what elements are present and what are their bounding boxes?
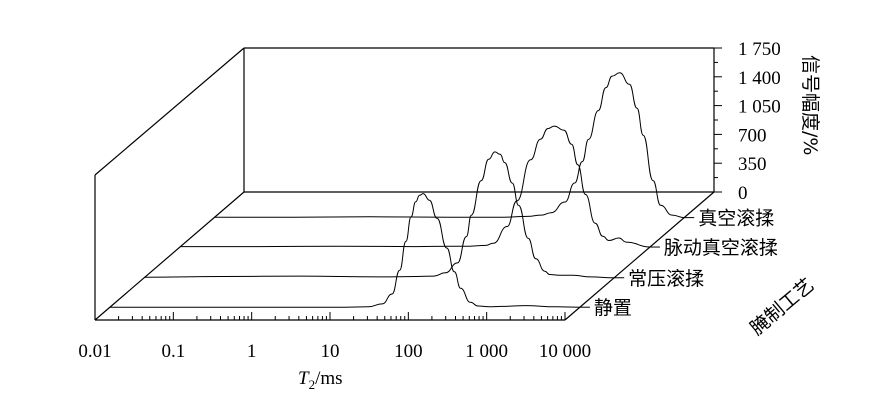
x-tick-label: 100: [394, 341, 423, 362]
series-label: 脉动真空滚揉: [664, 237, 778, 259]
left-wall-bottom-diagonal: [94, 191, 245, 321]
series-label: 静置: [594, 297, 632, 319]
x-tick-label: 1: [247, 341, 257, 362]
time-axis-tick-labels: 0.01 0.1 1 10 100 1 000 10 000: [78, 341, 591, 362]
z-axis-label: 腌制工艺: [746, 274, 818, 340]
y-tick-label: 700: [738, 125, 767, 146]
y-tick-label: 350: [738, 154, 767, 175]
amplitude-axis-ticks: [714, 47, 722, 193]
series-curve: [144, 151, 615, 279]
x-tick-label: 0.01: [78, 341, 111, 362]
amplitude-axis-tick-labels: 0 350 700 1 050 1 400 1 750: [738, 39, 781, 204]
series-label: 真空滚揉: [698, 208, 774, 230]
depth-axis-line: [564, 191, 715, 321]
x-tick-label: 0.1: [161, 341, 185, 362]
series-curves: [109, 72, 685, 308]
y-tick-label: 1 400: [738, 68, 781, 89]
series-labels: 静置 常压滚揉 脉动真空滚揉 真空滚揉: [594, 208, 778, 320]
y-axis-label: 信号幅度/%: [799, 55, 821, 155]
y-tick-label: 0: [738, 183, 748, 204]
x-tick-label: 1 000: [465, 341, 508, 362]
y-tick-label: 1 050: [738, 97, 781, 118]
series-curve: [109, 193, 580, 308]
series-curve: [179, 125, 650, 248]
series-label: 常压滚揉: [628, 268, 704, 290]
axis-frame: [94, 47, 715, 321]
x-tick-label: 10 000: [539, 341, 591, 362]
time-axis-ticks: [94, 312, 566, 320]
depth-axis-ticks: [579, 217, 695, 308]
series-curve: [214, 72, 685, 219]
y-tick-label: 1 750: [738, 39, 781, 60]
left-wall-top-diagonal: [94, 47, 245, 176]
x-tick-label: 10: [321, 341, 340, 362]
x-axis-label: T2/ms: [298, 368, 343, 392]
